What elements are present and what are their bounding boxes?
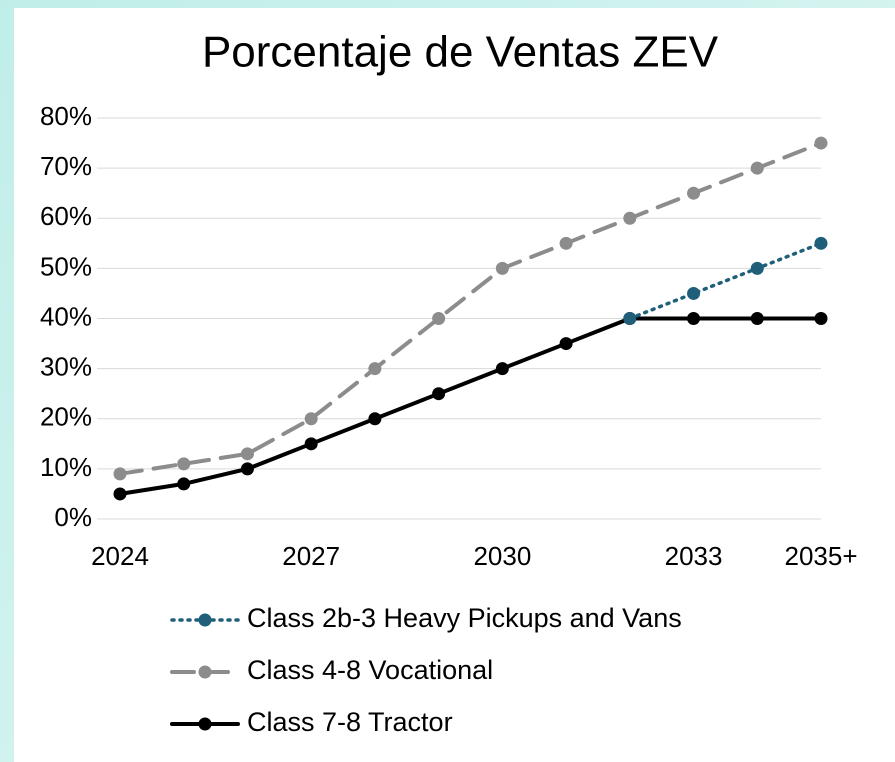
legend-label: Class 7-8 Tractor bbox=[247, 707, 453, 737]
y-tick-label: 20% bbox=[40, 402, 92, 432]
data-point bbox=[113, 467, 127, 481]
data-point bbox=[432, 387, 446, 401]
data-point bbox=[623, 211, 637, 225]
legend-label: Class 2b-3 Heavy Pickups and Vans bbox=[247, 603, 682, 633]
data-point bbox=[495, 362, 509, 376]
series-line bbox=[628, 241, 823, 321]
data-point bbox=[750, 312, 764, 325]
data-point bbox=[687, 286, 701, 300]
data-point bbox=[750, 261, 764, 275]
data-point bbox=[177, 477, 191, 491]
x-tick-label: 2033 bbox=[665, 541, 723, 571]
data-point bbox=[623, 312, 637, 325]
data-point bbox=[432, 312, 446, 325]
y-tick-label: 40% bbox=[40, 301, 92, 331]
data-point bbox=[368, 362, 382, 376]
y-tick-label: 0% bbox=[54, 502, 92, 532]
data-point bbox=[495, 261, 509, 275]
y-tick-label: 70% bbox=[40, 151, 92, 181]
chart-background bbox=[14, 8, 895, 762]
data-point bbox=[177, 457, 191, 471]
series-line bbox=[118, 141, 823, 476]
data-point bbox=[814, 312, 828, 325]
y-tick-label: 50% bbox=[40, 251, 92, 281]
data-point bbox=[113, 487, 127, 501]
y-tick-label: 10% bbox=[40, 452, 92, 482]
x-tick-label: 2024 bbox=[91, 541, 149, 571]
data-point bbox=[559, 337, 573, 351]
series-line bbox=[118, 316, 823, 496]
data-point bbox=[750, 161, 764, 175]
x-tick-label: 2027 bbox=[282, 541, 340, 571]
data-point bbox=[304, 437, 318, 451]
y-tick-label: 60% bbox=[40, 201, 92, 231]
data-point bbox=[687, 186, 701, 200]
data-point bbox=[240, 447, 254, 461]
x-tick-label: 2030 bbox=[473, 541, 531, 571]
legend-marker bbox=[198, 613, 212, 627]
data-point bbox=[368, 412, 382, 426]
y-tick-label: 80% bbox=[40, 101, 92, 131]
data-point bbox=[814, 136, 828, 150]
legend-label: Class 4-8 Vocational bbox=[247, 655, 493, 685]
legend-marker bbox=[198, 665, 212, 679]
data-point bbox=[687, 312, 701, 325]
x-tick-label: 2035+ bbox=[784, 541, 857, 571]
data-point bbox=[304, 412, 318, 426]
data-point bbox=[814, 236, 828, 250]
y-tick-label: 30% bbox=[40, 352, 92, 382]
data-point bbox=[559, 236, 573, 250]
data-point bbox=[240, 462, 254, 476]
legend-marker bbox=[198, 717, 212, 731]
chart-title: Porcentaje de Ventas ZEV bbox=[202, 28, 719, 77]
